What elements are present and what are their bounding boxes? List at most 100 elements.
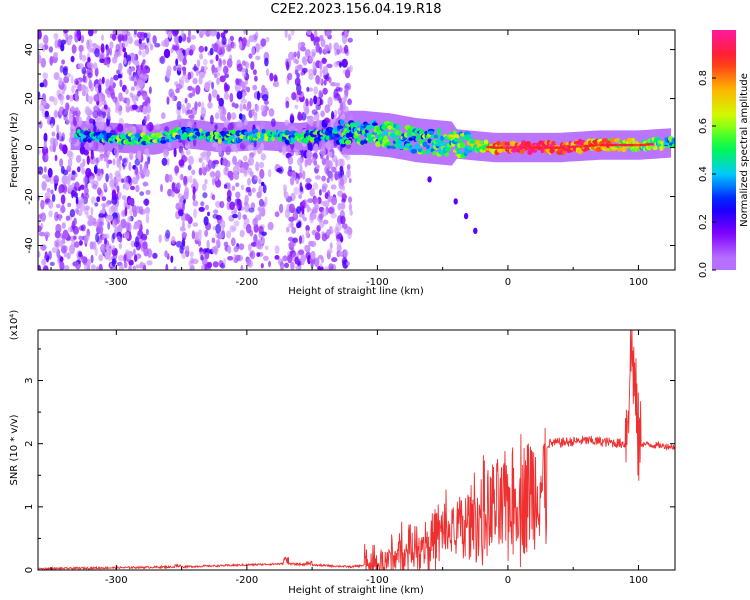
ridge-blob (339, 119, 345, 125)
noise-blob (293, 212, 297, 219)
noise-blob (134, 40, 140, 46)
noise-blob (260, 38, 267, 47)
noise-blob (343, 249, 349, 257)
noise-blob (152, 35, 157, 45)
noise-blob (168, 174, 173, 182)
noise-blob (306, 30, 312, 36)
ridge-blob (421, 149, 426, 155)
ridge-blob (337, 125, 344, 129)
noise-blob (109, 76, 114, 87)
noise-blob (93, 62, 98, 70)
noise-blob (281, 146, 287, 156)
noise-blob (256, 215, 262, 221)
noise-blob (94, 247, 98, 257)
noise-blob (187, 164, 192, 171)
noise-blob (293, 186, 300, 195)
noise-blob (38, 250, 41, 258)
noise-blob (331, 166, 337, 173)
noise-blob (112, 218, 117, 228)
ridge-blob (402, 136, 407, 141)
ridge-core (629, 143, 635, 147)
noise-blob (59, 65, 64, 73)
noise-blob (117, 254, 124, 262)
noise-blob (323, 79, 327, 86)
noise-blob (242, 103, 247, 110)
noise-blob (43, 34, 49, 45)
noise-blob (187, 85, 193, 91)
noise-blob (300, 46, 306, 52)
noise-blob (147, 248, 153, 258)
ridge-blob (437, 132, 441, 136)
noise-blob (53, 33, 59, 40)
noise-blob (349, 65, 353, 73)
noise-blob (66, 118, 70, 125)
noise-blob (223, 257, 227, 266)
noise-blob (98, 94, 103, 103)
noise-blob (117, 192, 122, 200)
noise-blob (182, 202, 185, 212)
noise-blob (136, 31, 143, 39)
noise-blob (240, 184, 245, 191)
noise-blob (198, 157, 203, 163)
ridge-core (495, 146, 501, 149)
noise-blob (248, 207, 255, 213)
noise-blob (226, 111, 232, 121)
noise-blob (260, 104, 266, 112)
noise-blob (142, 67, 147, 76)
noise-blob (98, 213, 105, 218)
noise-blob (346, 169, 351, 179)
noise-blob (122, 183, 126, 190)
noise-blob (88, 30, 94, 37)
noise-blob (115, 100, 120, 110)
noise-blob (302, 170, 306, 180)
noise-blob (260, 120, 265, 131)
noise-blob (177, 114, 182, 121)
noise-blob (227, 170, 234, 179)
noise-blob (244, 118, 248, 127)
noise-blob (40, 199, 45, 210)
noise-blob (309, 97, 314, 107)
noise-blob (181, 238, 186, 247)
noise-blob (324, 44, 330, 52)
spectrogram-frame (37, 29, 676, 271)
noise-blob (142, 105, 148, 115)
noise-blob (303, 61, 307, 66)
noise-blob (152, 252, 158, 259)
noise-blob (86, 155, 90, 165)
noise-blob (63, 30, 69, 34)
noise-blob (260, 153, 266, 161)
noise-blob (72, 111, 76, 117)
noise-blob (263, 100, 269, 105)
noise-blob (326, 229, 332, 236)
noise-blob (75, 114, 80, 122)
noise-blob (255, 161, 260, 172)
noise-blob (215, 170, 221, 180)
ridge-blob (418, 130, 425, 135)
noise-blob (258, 207, 263, 217)
noise-blob (288, 125, 295, 132)
noise-blob (224, 84, 230, 92)
noise-blob (136, 150, 142, 160)
ridge-core (623, 143, 628, 147)
noise-blob (115, 43, 120, 52)
noise-blob (328, 151, 333, 158)
noise-blob (231, 42, 237, 49)
noise-blob (339, 177, 345, 186)
noise-blob (129, 152, 134, 161)
ridge-blob (440, 135, 445, 141)
noise-blob (321, 183, 328, 189)
noise-blob (88, 118, 95, 124)
noise-blob (215, 200, 222, 208)
noise-blob (286, 226, 290, 233)
ridge-core (502, 146, 507, 149)
noise-blob (212, 142, 218, 148)
figure-title: C2E2.2023.156.04.19.R18 (270, 2, 442, 17)
ridge-core (597, 143, 602, 147)
ridge-blob (217, 138, 222, 144)
noise-blob (288, 241, 295, 248)
ridge-core (554, 146, 560, 149)
spectrogram-ytick-label: 0 (24, 144, 35, 150)
noise-blob (231, 210, 237, 215)
noise-blob (242, 214, 247, 220)
